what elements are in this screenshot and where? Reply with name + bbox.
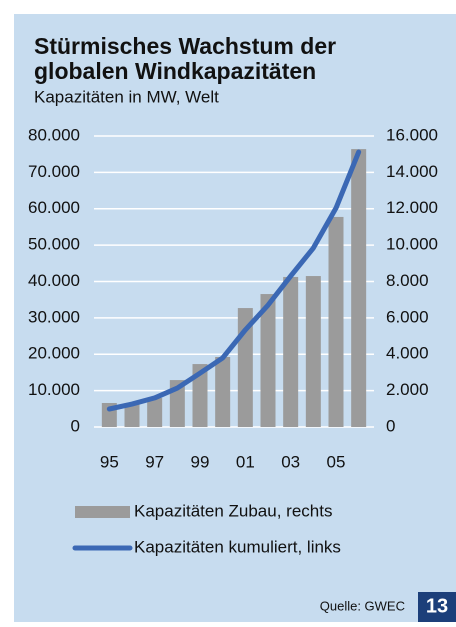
legend-swatch — [75, 506, 130, 518]
bar — [215, 356, 231, 427]
source: Quelle: GWEC — [320, 598, 405, 613]
legend-label: Kapazitäten Zubau, rechts — [134, 501, 332, 520]
chart-subtitle: Kapazitäten in MW, Welt — [34, 87, 219, 106]
x-tick-label: 05 — [327, 452, 346, 471]
bar — [192, 364, 208, 427]
y2-tick-label: 6.000 — [386, 307, 429, 326]
bar — [328, 216, 344, 427]
x-tick-label: 03 — [281, 452, 300, 471]
y2-tick-label: 10.000 — [386, 235, 438, 254]
y-tick-label: 10.000 — [28, 380, 80, 399]
y2-tick-label: 8.000 — [386, 271, 429, 290]
y-tick-label: 20.000 — [28, 344, 80, 363]
page-badge — [418, 592, 456, 622]
bar — [283, 276, 299, 427]
bar — [260, 294, 276, 427]
chart-title: globalen Windkapazitäten — [34, 58, 316, 84]
y-tick-label: 40.000 — [28, 271, 80, 290]
legend-label: Kapazitäten kumuliert, links — [134, 537, 341, 556]
y-tick-label: 50.000 — [28, 235, 80, 254]
x-tick-label: 97 — [145, 452, 164, 471]
x-tick-label: 99 — [191, 452, 210, 471]
y2-tick-label: 4.000 — [386, 344, 429, 363]
y2-tick-label: 14.000 — [386, 162, 438, 181]
line — [106, 149, 362, 412]
bar — [351, 149, 367, 427]
y-tick-label: 60.000 — [28, 198, 80, 217]
y-tick-label: 70.000 — [28, 162, 80, 181]
chart-title: Stürmisches Wachstum der — [34, 33, 336, 59]
y2-tick-label: 2.000 — [386, 380, 429, 399]
y2-tick-label: 0 — [386, 416, 395, 435]
y-tick-label: 30.000 — [28, 307, 80, 326]
y2-tick-label: 12.000 — [386, 198, 438, 217]
y2-tick-label: 16.000 — [386, 125, 438, 144]
bar — [305, 276, 321, 427]
page-number: 13 — [426, 595, 448, 617]
x-tick-label: 95 — [100, 452, 119, 471]
bar — [124, 404, 140, 427]
y-tick-label: 0 — [71, 416, 80, 435]
x-tick-label: 01 — [236, 452, 255, 471]
y-tick-label: 80.000 — [28, 125, 80, 144]
bar — [147, 397, 163, 427]
